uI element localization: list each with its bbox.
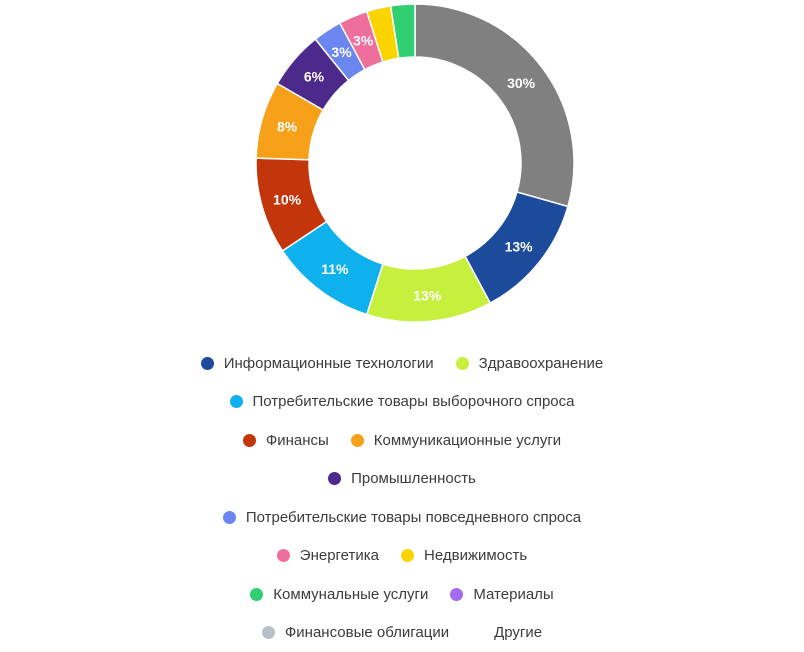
legend-swatch bbox=[250, 587, 264, 601]
slice-label-2: 13% bbox=[413, 287, 442, 303]
legend-label: Промышленность bbox=[351, 470, 476, 488]
legend-item[interactable]: Коммуникационные услуги bbox=[350, 431, 562, 449]
legend-swatch bbox=[450, 587, 464, 601]
legend-row: Информационные технологии Здравоохранение bbox=[0, 344, 804, 383]
legend-label: Энергетика bbox=[299, 547, 379, 565]
legend-label: Финансы bbox=[265, 431, 329, 449]
legend-item[interactable]: Энергетика bbox=[276, 547, 379, 565]
legend-label: Здравоохранение bbox=[478, 354, 604, 372]
legend-item[interactable]: Финансовые облигации bbox=[261, 624, 450, 642]
slice-label-7: 3% bbox=[331, 44, 352, 60]
legend-swatch bbox=[328, 472, 342, 486]
legend-row: Финансы Коммуникационные услуги bbox=[0, 421, 804, 460]
slice-label-8: 3% bbox=[353, 33, 374, 49]
legend-swatch bbox=[222, 510, 236, 524]
chart-legend: Информационные технологии Здравоохранение… bbox=[0, 344, 804, 652]
legend-row: Потребительские товары повседневного спр… bbox=[0, 498, 804, 537]
legend-label: Потребительские товары повседневного спр… bbox=[245, 508, 582, 526]
donut-slices bbox=[255, 3, 575, 323]
slice-label-1: 13% bbox=[505, 238, 534, 254]
donut-slice-labels: 30% 13% 13% 11% 10% 8% 6% 3%3% bbox=[273, 33, 536, 304]
legend-label: Другие bbox=[494, 624, 543, 642]
legend-swatch bbox=[455, 356, 469, 370]
legend-label: Информационные технологии bbox=[223, 354, 434, 372]
legend-label: Коммунальные услуги bbox=[273, 585, 429, 603]
legend-label: Коммуникационные услуги bbox=[373, 431, 562, 449]
slice-label-0: 30% bbox=[507, 75, 536, 91]
slice-label-3: 11% bbox=[321, 261, 349, 277]
legend-item[interactable]: Другие bbox=[471, 624, 542, 641]
legend-row: Энергетика Недвижимость bbox=[0, 537, 804, 576]
legend-item[interactable]: Промышленность bbox=[328, 470, 476, 487]
legend-swatch bbox=[276, 549, 290, 563]
donut-chart: 30% 13% 13% 11% 10% 8% 6% 3%3% bbox=[255, 3, 575, 323]
legend-row: Потребительские товары выборочного спрос… bbox=[0, 383, 804, 422]
legend-swatch bbox=[200, 356, 214, 370]
legend-label: Недвижимость bbox=[424, 547, 528, 565]
legend-swatch bbox=[350, 433, 364, 447]
legend-item[interactable]: Финансы bbox=[242, 431, 329, 449]
legend-swatch bbox=[242, 433, 256, 447]
legend-swatch bbox=[471, 626, 484, 639]
legend-item[interactable]: Потребительские товары повседневного спр… bbox=[222, 508, 582, 526]
donut-slice-0[interactable] bbox=[414, 3, 575, 208]
legend-item[interactable]: Недвижимость bbox=[401, 547, 527, 564]
legend-swatch bbox=[229, 395, 243, 409]
legend-row: Промышленность bbox=[0, 460, 804, 499]
legend-item[interactable]: Информационные технологии bbox=[200, 354, 434, 372]
slice-label-6: 6% bbox=[304, 68, 325, 84]
legend-label: Материалы bbox=[473, 585, 554, 603]
legend-swatch bbox=[401, 549, 414, 563]
legend-item[interactable]: Потребительские товары выборочного спрос… bbox=[229, 393, 575, 411]
legend-item[interactable]: Материалы bbox=[450, 585, 554, 603]
legend-row: Финансовые облигации Другие bbox=[0, 614, 804, 652]
legend-item[interactable]: Коммунальные услуги bbox=[250, 586, 428, 603]
donut-slice-10[interactable] bbox=[389, 3, 416, 60]
legend-label: Потребительские товары выборочного спрос… bbox=[252, 393, 575, 411]
slice-label-4: 10% bbox=[273, 191, 302, 207]
legend-label: Финансовые облигации bbox=[284, 624, 450, 642]
slice-label-5: 8% bbox=[277, 119, 298, 135]
legend-swatch bbox=[261, 626, 275, 640]
legend-row: Коммунальные услуги Материалы bbox=[0, 575, 804, 614]
legend-item[interactable]: Здравоохранение bbox=[455, 354, 604, 372]
